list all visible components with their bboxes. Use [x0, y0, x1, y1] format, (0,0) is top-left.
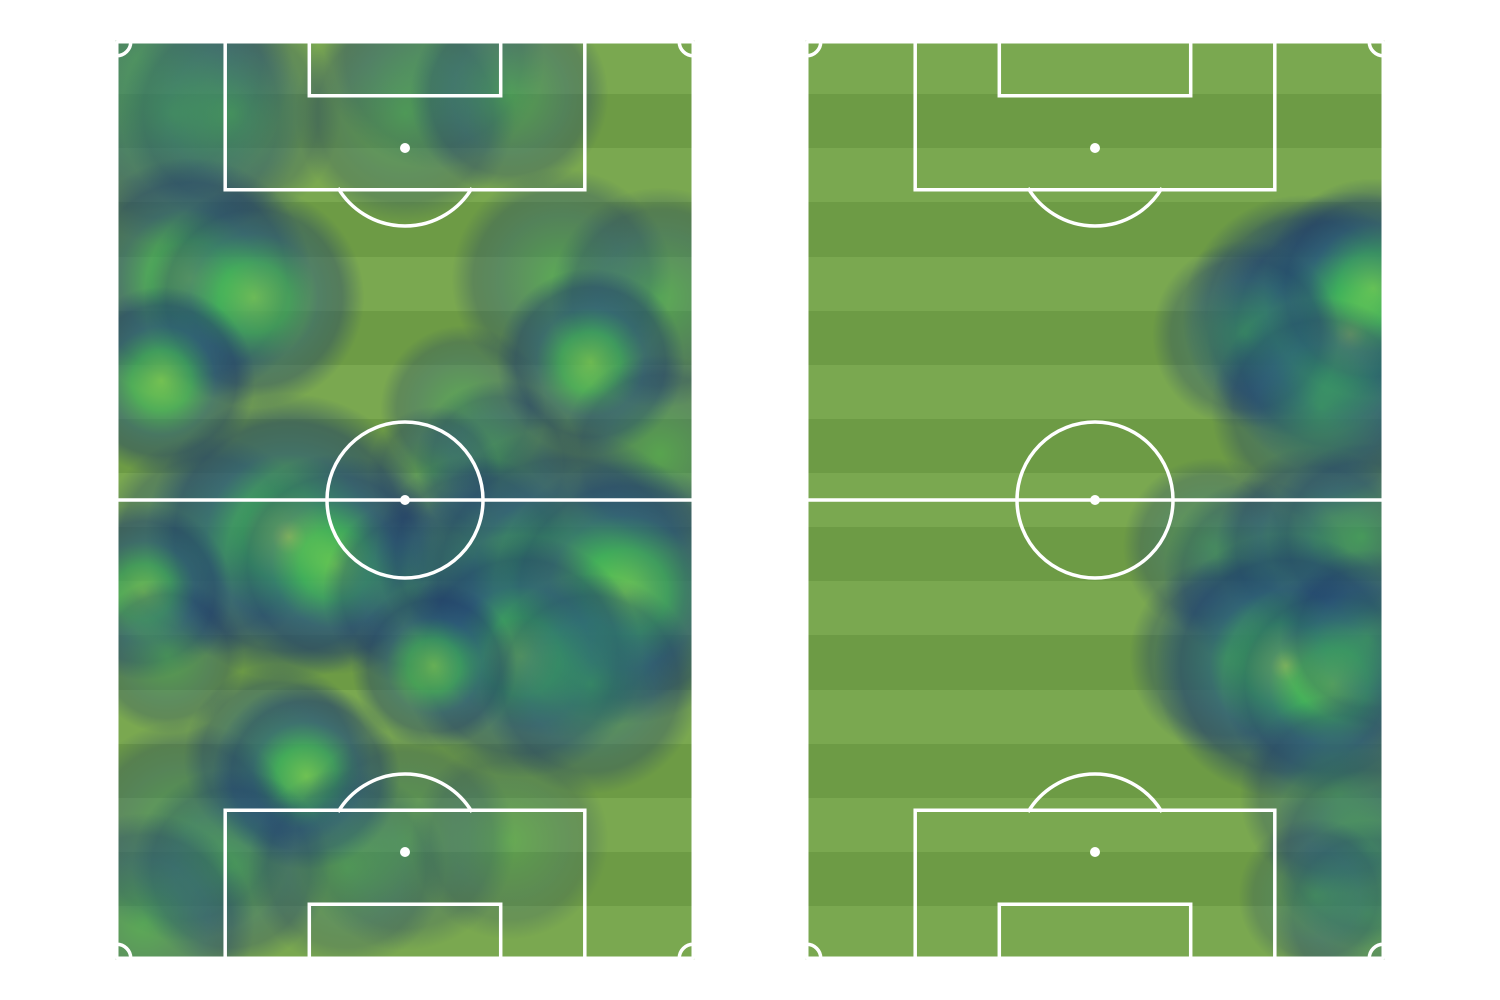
pitch-markings	[115, 40, 695, 960]
pitch-left	[115, 40, 695, 960]
heatmap-comparison	[0, 0, 1500, 1000]
pitch-markings	[805, 40, 1385, 960]
pitch-right	[805, 40, 1385, 960]
